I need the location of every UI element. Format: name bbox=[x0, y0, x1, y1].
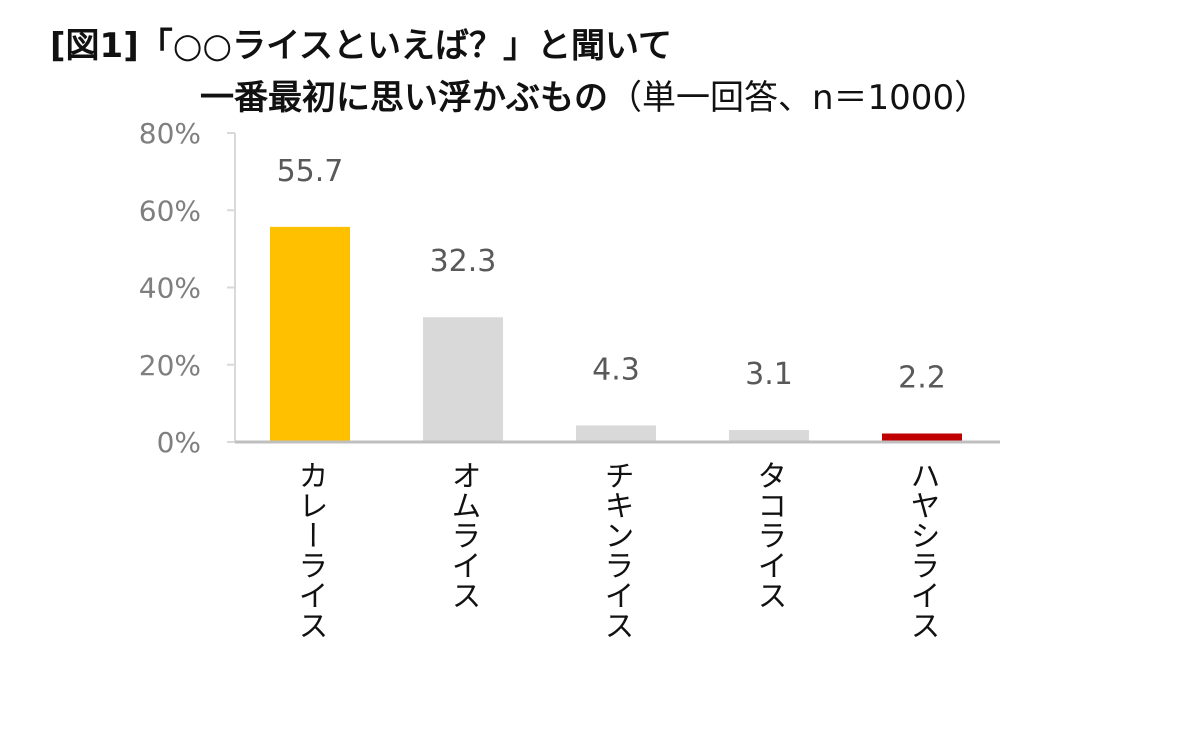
bar bbox=[423, 317, 503, 442]
data-label: 32.3 bbox=[430, 244, 497, 279]
chart-title-main: 一番最初に思い浮かぶもの bbox=[200, 78, 608, 118]
bar bbox=[270, 226, 350, 442]
y-axis: 0% 20% 40% 60% 80% bbox=[139, 117, 236, 459]
data-label: 2.2 bbox=[898, 361, 946, 396]
value-labels: 55.7 32.3 4.3 3.1 2.2 bbox=[277, 154, 946, 396]
highlight-bar-marker bbox=[882, 433, 962, 442]
y-tick-label: 0% bbox=[157, 426, 201, 459]
y-tick-label: 80% bbox=[139, 117, 201, 150]
category-label: カレーライス bbox=[293, 460, 328, 640]
bars bbox=[270, 226, 962, 442]
y-tick-label: 20% bbox=[139, 349, 201, 382]
y-tick-label: 60% bbox=[139, 194, 201, 227]
category-label: オムライス bbox=[446, 460, 481, 610]
bar bbox=[729, 430, 809, 442]
category-label: タコライス bbox=[752, 460, 787, 610]
y-tick-label: 40% bbox=[139, 272, 201, 305]
chart-title-line-1: [図1]「○○ライスといえば？」と聞いて bbox=[50, 26, 673, 66]
category-label: ハヤシライス bbox=[905, 460, 940, 640]
chart-title-line-2: 一番最初に思い浮かぶもの（単一回答、n＝1000） bbox=[200, 70, 988, 119]
data-label: 3.1 bbox=[745, 357, 793, 392]
chart-title-subtitle: （単一回答、n＝1000） bbox=[608, 78, 989, 118]
category-labels: カレーライス オムライス チキンライス タコライス ハヤシライス bbox=[293, 460, 940, 640]
data-label: 4.3 bbox=[592, 352, 640, 387]
data-label: 55.7 bbox=[277, 154, 344, 189]
bar bbox=[576, 425, 656, 442]
category-label: チキンライス bbox=[599, 460, 634, 640]
